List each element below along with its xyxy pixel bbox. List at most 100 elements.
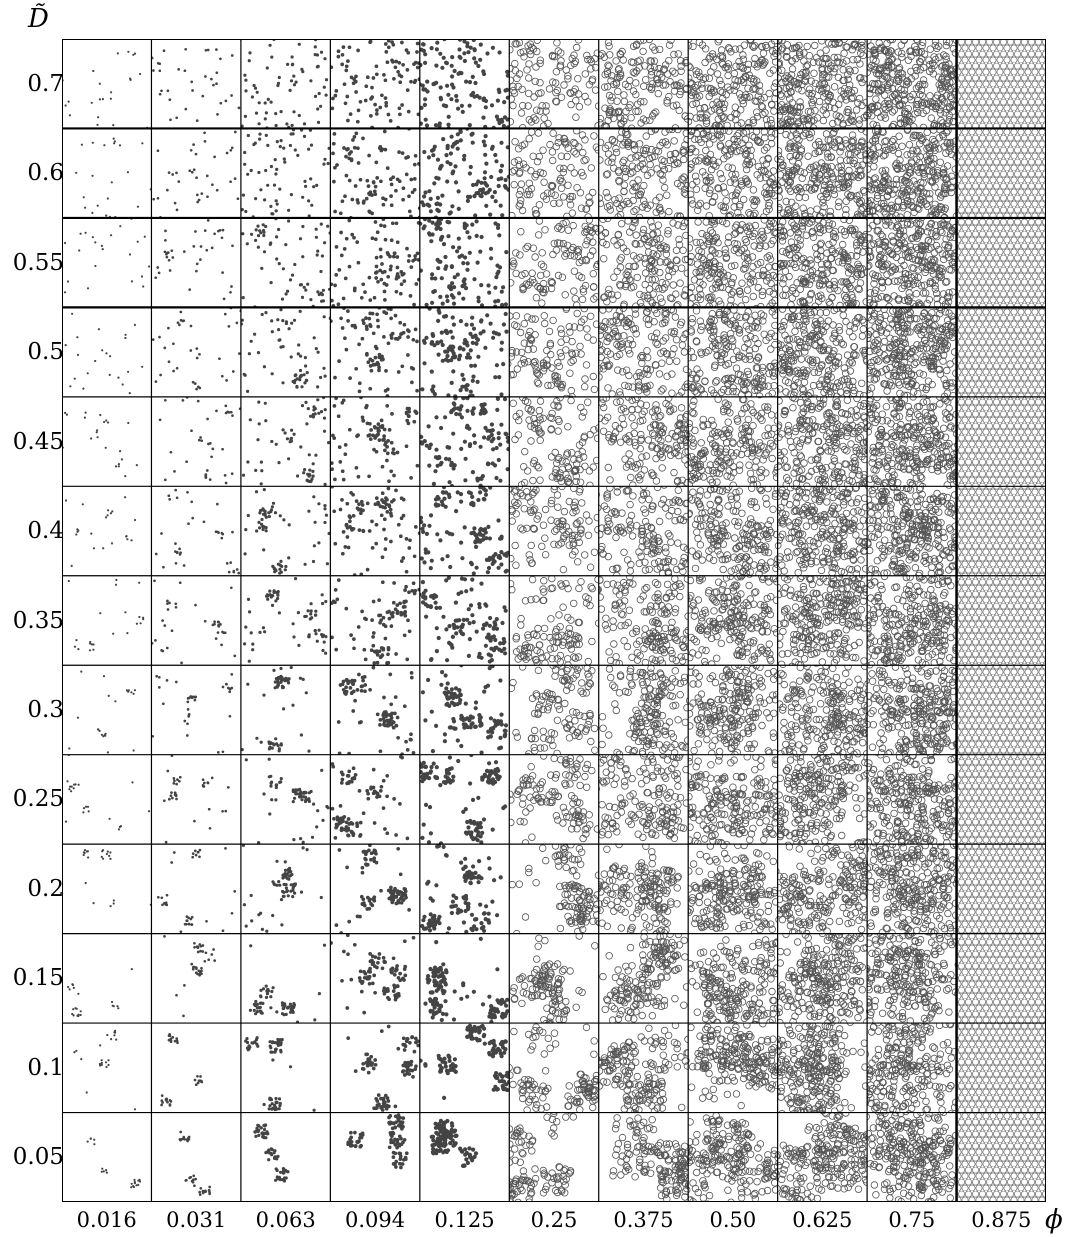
particle [264,111,268,115]
particle [441,103,446,108]
particle [293,148,297,152]
particle [735,129,743,138]
particle [931,39,940,45]
particle [892,180,901,189]
particle [696,295,705,303]
particle [658,156,666,164]
particle [346,59,350,63]
particle [626,350,634,358]
particle [788,294,796,302]
particle [759,266,768,275]
particle [457,254,462,259]
particle [346,319,350,323]
particle [692,91,700,99]
particle [786,95,794,103]
particle [427,189,432,194]
particle [499,289,504,294]
particle [830,186,838,194]
particle [557,338,565,346]
particle [827,153,835,161]
particle [881,137,889,146]
particle [819,270,827,278]
particle [919,39,927,46]
particle [914,187,922,195]
particle [565,323,573,331]
particle [701,74,710,82]
particle [925,296,933,304]
particle [573,301,581,308]
particle [807,260,815,268]
particle [557,93,566,101]
particle [646,381,654,389]
particle [631,310,640,318]
particle [752,304,760,308]
particle [817,252,825,261]
particle [474,336,479,341]
particle [559,239,568,248]
particle [648,223,657,231]
particle [624,382,633,391]
particle [203,140,207,143]
particle [429,369,434,374]
particle [889,263,897,271]
particle [663,191,671,199]
particle [749,292,757,301]
particle [152,197,156,201]
particle [191,380,195,384]
particle [577,350,585,358]
particle [470,334,475,339]
particle [848,142,856,151]
particle [212,83,215,87]
particle [631,307,639,313]
particle [302,373,306,377]
particle [717,80,725,89]
particle [347,264,352,269]
particle [647,145,656,154]
particle [782,130,790,139]
particle [254,197,258,201]
particle [602,240,611,249]
particle [477,95,482,100]
particle [557,325,565,333]
particle [730,203,738,211]
particle [867,177,873,185]
particle [584,55,592,64]
particle [488,212,493,217]
particle [629,283,638,291]
particle [499,140,504,145]
particle [828,40,836,48]
particle [523,190,531,199]
particle [519,48,527,56]
particle [473,80,478,86]
particle [269,204,273,208]
particle [919,80,927,88]
particle [171,173,175,176]
particle [514,156,522,165]
particle [128,253,132,256]
particle [587,58,596,66]
particle [933,232,941,241]
particle [554,358,562,367]
particle [373,184,378,189]
particle [570,323,579,331]
particle [264,311,268,315]
particle [918,99,926,107]
particle [221,228,225,232]
particle [175,171,178,175]
particle [680,155,688,164]
particle [941,185,949,193]
particle [525,134,533,143]
particle [932,241,941,250]
particle [652,108,660,116]
particle [492,190,497,195]
particle [91,211,94,214]
particle [385,251,390,255]
particle [495,263,500,268]
particle [377,352,382,357]
particle [796,103,804,111]
particle [431,147,436,152]
particle [395,240,400,245]
particle [840,249,848,257]
particle [124,333,127,336]
particle [566,328,574,336]
